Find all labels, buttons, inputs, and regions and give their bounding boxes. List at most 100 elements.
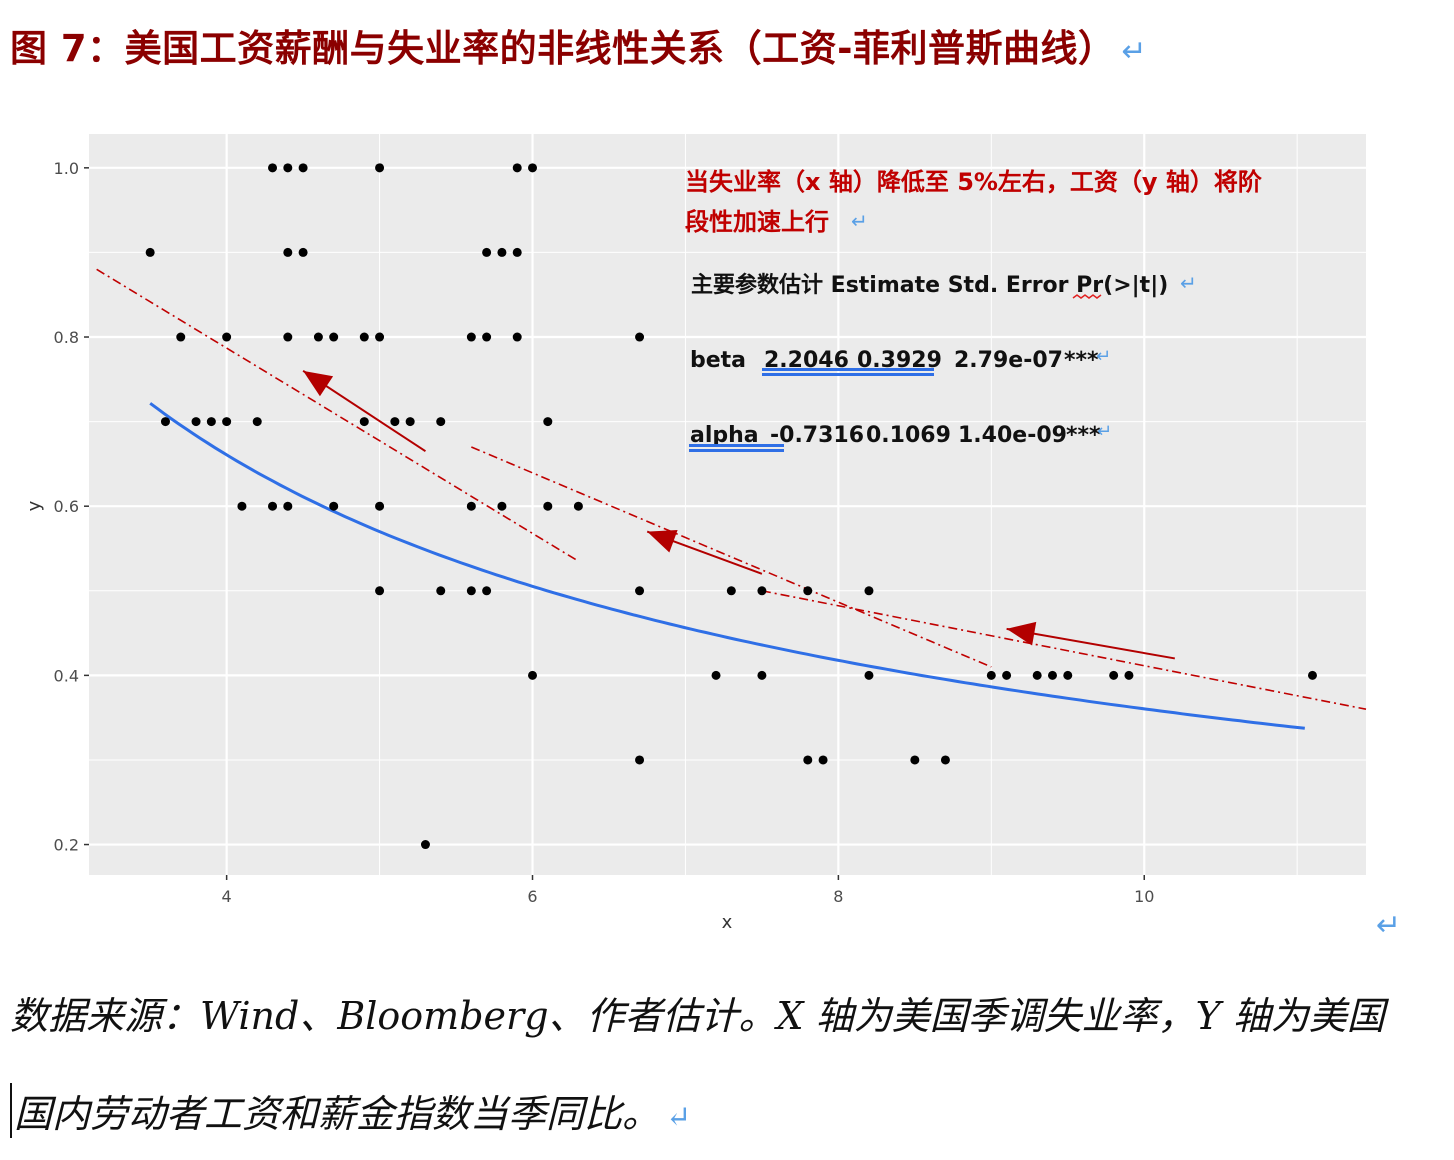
scatter-point	[466, 586, 476, 596]
figure-title: 图 7：美国工资薪酬与失业率的非线性关系（工资-菲利普斯曲线） ↵	[10, 18, 1147, 72]
y-tick-label: 1.0	[54, 159, 79, 178]
alpha-p-value: 1.40e-09	[958, 423, 1067, 448]
alpha-highlight-underline	[689, 444, 784, 447]
scatter-point	[160, 417, 170, 427]
y-tick-label: 0.8	[54, 328, 79, 347]
scatter-point	[543, 501, 553, 511]
scatter-point	[528, 670, 538, 680]
beta-highlight-underline-2	[762, 373, 934, 376]
scatter-point	[191, 417, 201, 427]
source-line-1: 数据来源：Wind、Bloomberg、作者估计。X 轴为美国季调失业率，Y 轴…	[10, 985, 1385, 1040]
y-tick-label: 0.2	[54, 836, 79, 855]
dashed-tangent-lines	[96, 268, 1367, 710]
scatter-point	[818, 755, 828, 765]
scatter-point	[726, 586, 736, 596]
alpha-significance: ***	[1066, 423, 1101, 448]
scatter-point	[512, 247, 522, 257]
scatter-point	[528, 163, 538, 173]
scatter-point	[635, 586, 645, 596]
scatter-point	[252, 417, 262, 427]
scatter-point	[420, 840, 430, 850]
scatter-point	[573, 501, 583, 511]
scatter-point	[375, 332, 385, 342]
beta-significance: ***	[1064, 348, 1099, 373]
scatter-point	[864, 586, 874, 596]
beta-p-value: 2.79e-07	[954, 348, 1063, 373]
scatter-point	[803, 755, 813, 765]
x-axis-label: x	[722, 912, 733, 933]
stats-row-beta: beta 2.2046 0.3929 2.79e-07 *** ↵	[690, 346, 1111, 373]
scatter-point	[283, 163, 293, 173]
source-line-1-text: 数据来源：Wind、Bloomberg、作者估计。X 轴为美国季调失业率，Y 轴…	[10, 994, 1385, 1038]
scatter-point	[482, 586, 492, 596]
scatter-point	[405, 417, 415, 427]
annotation-line-2: 段性加速上行	[685, 208, 829, 236]
scatter-point	[1047, 670, 1057, 680]
scatter-point	[864, 670, 874, 680]
scatter-point	[466, 501, 476, 511]
scatter-points	[145, 163, 1317, 850]
x-tick-label: 6	[527, 887, 537, 906]
scatter-point	[1307, 670, 1317, 680]
scatter-point	[1109, 670, 1119, 680]
x-tick-label: 4	[222, 887, 232, 906]
y-axis-label: y	[24, 500, 45, 511]
source-line-2-text: 国内劳动者工资和薪金指数当季同比。	[14, 1092, 661, 1136]
scatter-point	[512, 163, 522, 173]
scatter-point	[482, 332, 492, 342]
beta-name: beta	[690, 348, 746, 373]
alpha-return-icon: ↵	[1097, 421, 1112, 442]
alpha-name: alpha	[690, 423, 759, 448]
scatter-point	[329, 332, 339, 342]
trend-arrow-head	[1006, 621, 1037, 646]
scatter-point	[482, 247, 492, 257]
figure-title-text: 图 7：美国工资薪酬与失业率的非线性关系（工资-菲利普斯曲线）	[10, 27, 1116, 70]
dashed-tangent-line	[96, 268, 579, 562]
dashed-tangent-line	[471, 446, 992, 668]
scatter-point	[910, 755, 920, 765]
y-tick-label: 0.6	[54, 497, 79, 516]
scatter-point	[1032, 670, 1042, 680]
scatter-point	[436, 417, 446, 427]
scatter-point	[711, 670, 721, 680]
scatter-point	[283, 247, 293, 257]
scatter-point	[1002, 670, 1012, 680]
x-tick-label: 8	[833, 887, 843, 906]
alpha-estimate: -0.7316	[770, 423, 864, 448]
scatter-point	[145, 247, 155, 257]
beta-highlight-underline	[762, 368, 934, 371]
scatter-point	[222, 332, 232, 342]
trend-arrow-head	[647, 529, 678, 553]
spellcheck-squiggle	[1072, 294, 1102, 299]
scatter-point	[375, 163, 385, 173]
return-mark-icon: ↵	[1121, 34, 1148, 69]
scatter-point	[512, 332, 522, 342]
source-line-2: 国内劳动者工资和薪金指数当季同比。 ↵	[10, 1083, 691, 1138]
scatter-point	[757, 586, 767, 596]
chart-return-icon: ↵	[1376, 908, 1402, 943]
scatter-point	[1063, 670, 1073, 680]
phillips-curve-chart: 4 6 8 10 0.2 0.4 0.6 0.8 1.0 x y 当失业率（x 轴）降低至 5%…	[24, 134, 1367, 933]
scatter-point	[298, 247, 308, 257]
x-tick-label: 10	[1134, 887, 1154, 906]
scatter-point	[940, 755, 950, 765]
dashed-tangent-line	[761, 589, 1367, 710]
axis-ticks: 4 6 8 10 0.2 0.4 0.6 0.8 1.0	[54, 159, 1155, 906]
scatter-point	[283, 501, 293, 511]
stats-header-return-icon: ↵	[1180, 271, 1197, 295]
annotation-return-icon: ↵	[851, 209, 868, 233]
scatter-point	[359, 417, 369, 427]
scatter-point	[1124, 670, 1134, 680]
beta-return-icon: ↵	[1096, 346, 1111, 367]
scatter-point	[390, 417, 400, 427]
scatter-point	[803, 586, 813, 596]
scatter-point	[986, 670, 996, 680]
scatter-point	[237, 501, 247, 511]
scatter-point	[436, 586, 446, 596]
alpha-highlight-underline-2	[689, 449, 784, 452]
scatter-point	[206, 417, 216, 427]
scatter-point	[268, 501, 278, 511]
scatter-point	[543, 417, 553, 427]
scatter-point	[466, 332, 476, 342]
stats-row-alpha: alpha -0.7316 0.1069 1.40e-09 *** ↵	[690, 421, 1112, 448]
